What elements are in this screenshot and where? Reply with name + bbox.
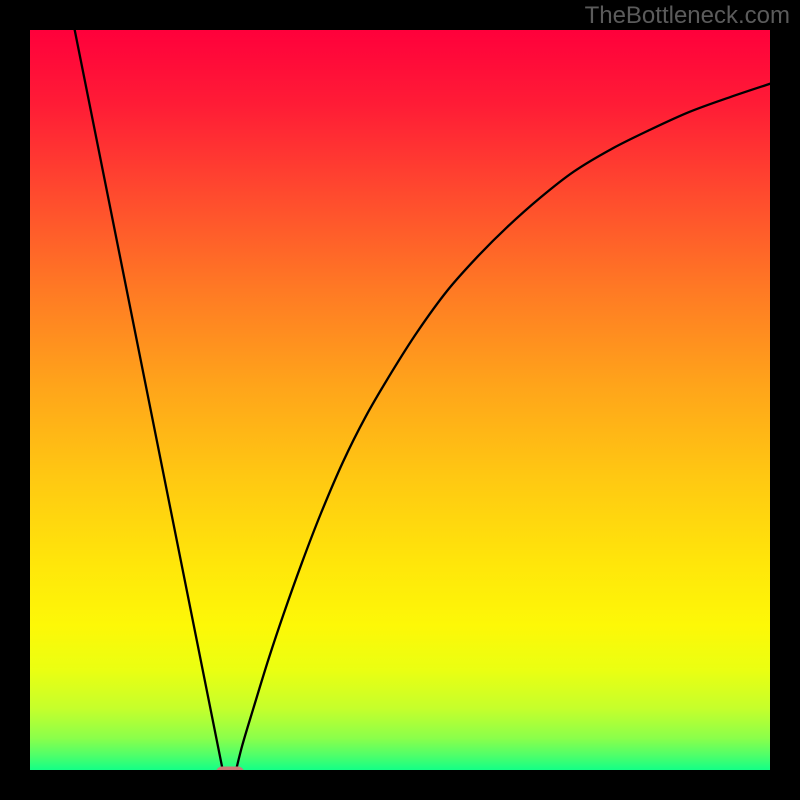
curve-left-segment (75, 30, 224, 775)
chart-container: TheBottleneck.com (0, 0, 800, 800)
plot-area (30, 30, 775, 775)
watermark-text: TheBottleneck.com (585, 2, 790, 30)
minimum-marker (216, 766, 244, 779)
curve-svg (30, 30, 775, 775)
curve-right-segment (235, 82, 775, 775)
